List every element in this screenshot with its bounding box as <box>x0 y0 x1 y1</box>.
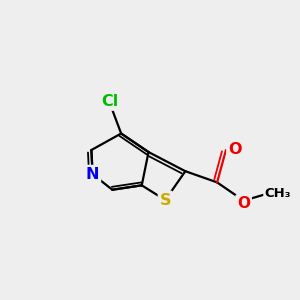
Text: CH₃: CH₃ <box>265 187 291 200</box>
Text: S: S <box>160 193 171 208</box>
Text: O: O <box>237 196 250 211</box>
Text: Cl: Cl <box>102 94 119 109</box>
Text: O: O <box>228 142 242 158</box>
Text: N: N <box>86 167 99 182</box>
